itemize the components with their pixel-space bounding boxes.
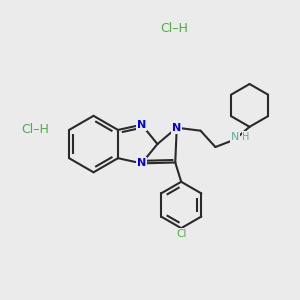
Text: Cl: Cl [176,229,186,238]
Text: N: N [137,120,146,130]
Text: N: N [137,158,146,168]
Text: H: H [242,132,250,142]
Text: N: N [230,132,239,142]
Text: N: N [172,123,182,133]
Text: Cl–H: Cl–H [160,22,188,34]
Text: Cl–H: Cl–H [22,123,50,136]
